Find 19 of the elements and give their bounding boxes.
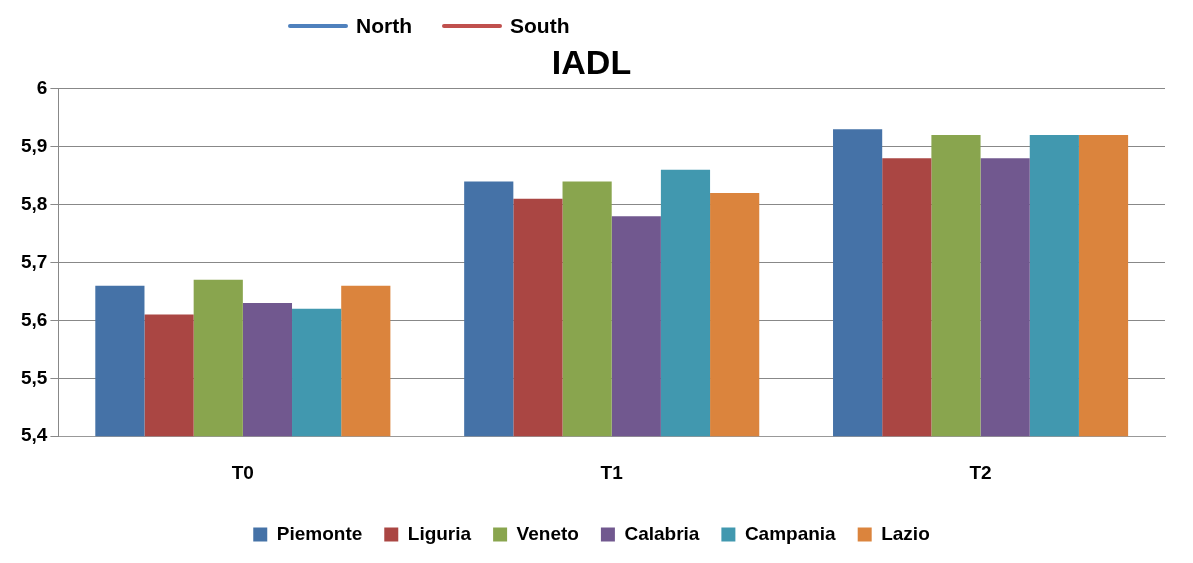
x-tick-label: T0 [231,461,254,483]
y-tick-label: 5,5 [20,366,48,388]
x-tick-label: T1 [600,461,624,483]
y-tick-label: 5,9 [20,134,48,156]
legend-label: Lazio [881,522,930,544]
legend-label: South [510,14,570,38]
y-tick-label: 5,7 [20,250,48,272]
legend-label: Campania [744,522,837,544]
chart-title: IADL [551,42,632,81]
y-tick-label: 5,6 [20,308,48,330]
y-tick-label: 5,8 [20,192,48,214]
legend-label: Veneto [516,522,579,544]
x-tick-label: T2 [969,461,992,483]
legend-label: Calabria [624,522,700,544]
legend-label: Liguria [407,522,472,544]
legend-label: North [356,14,412,38]
y-tick-label: 6 [36,77,48,99]
legend-label: Piemonte [276,522,363,544]
y-tick-label: 5,4 [20,424,48,446]
